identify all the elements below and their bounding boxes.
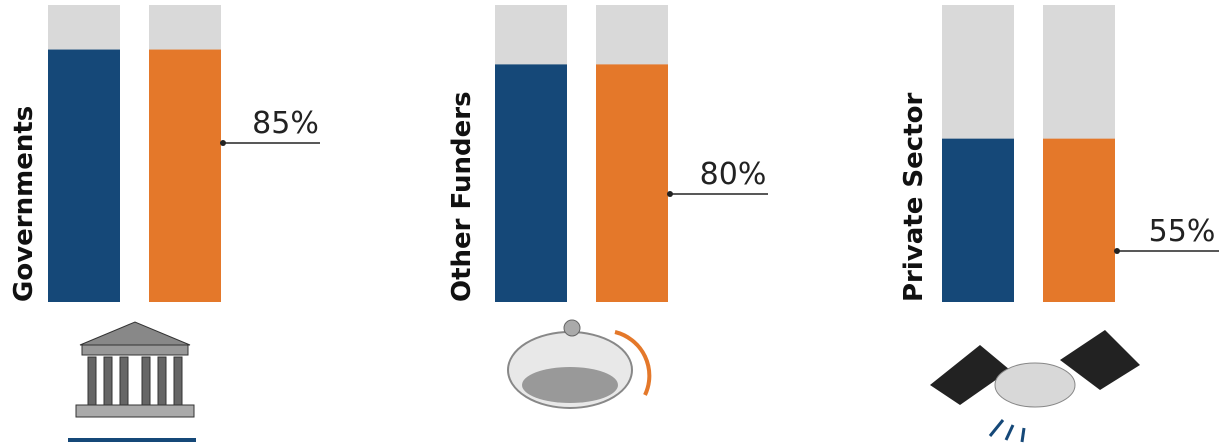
bar xyxy=(596,64,668,303)
bar xyxy=(149,49,221,302)
building-icon xyxy=(68,321,196,442)
bar xyxy=(942,138,1014,302)
bar xyxy=(495,64,567,303)
handshake-icon xyxy=(930,330,1140,443)
category-label: Other Funders xyxy=(447,91,477,302)
bar xyxy=(48,49,120,302)
category-label: Private Sector xyxy=(899,93,929,302)
value-label: 80% xyxy=(700,157,767,192)
piggy-bank-icon xyxy=(507,319,652,409)
category-label: Governments xyxy=(9,106,39,302)
bar xyxy=(1043,138,1115,302)
value-label: 55% xyxy=(1149,214,1216,249)
value-label: 85% xyxy=(252,106,319,141)
